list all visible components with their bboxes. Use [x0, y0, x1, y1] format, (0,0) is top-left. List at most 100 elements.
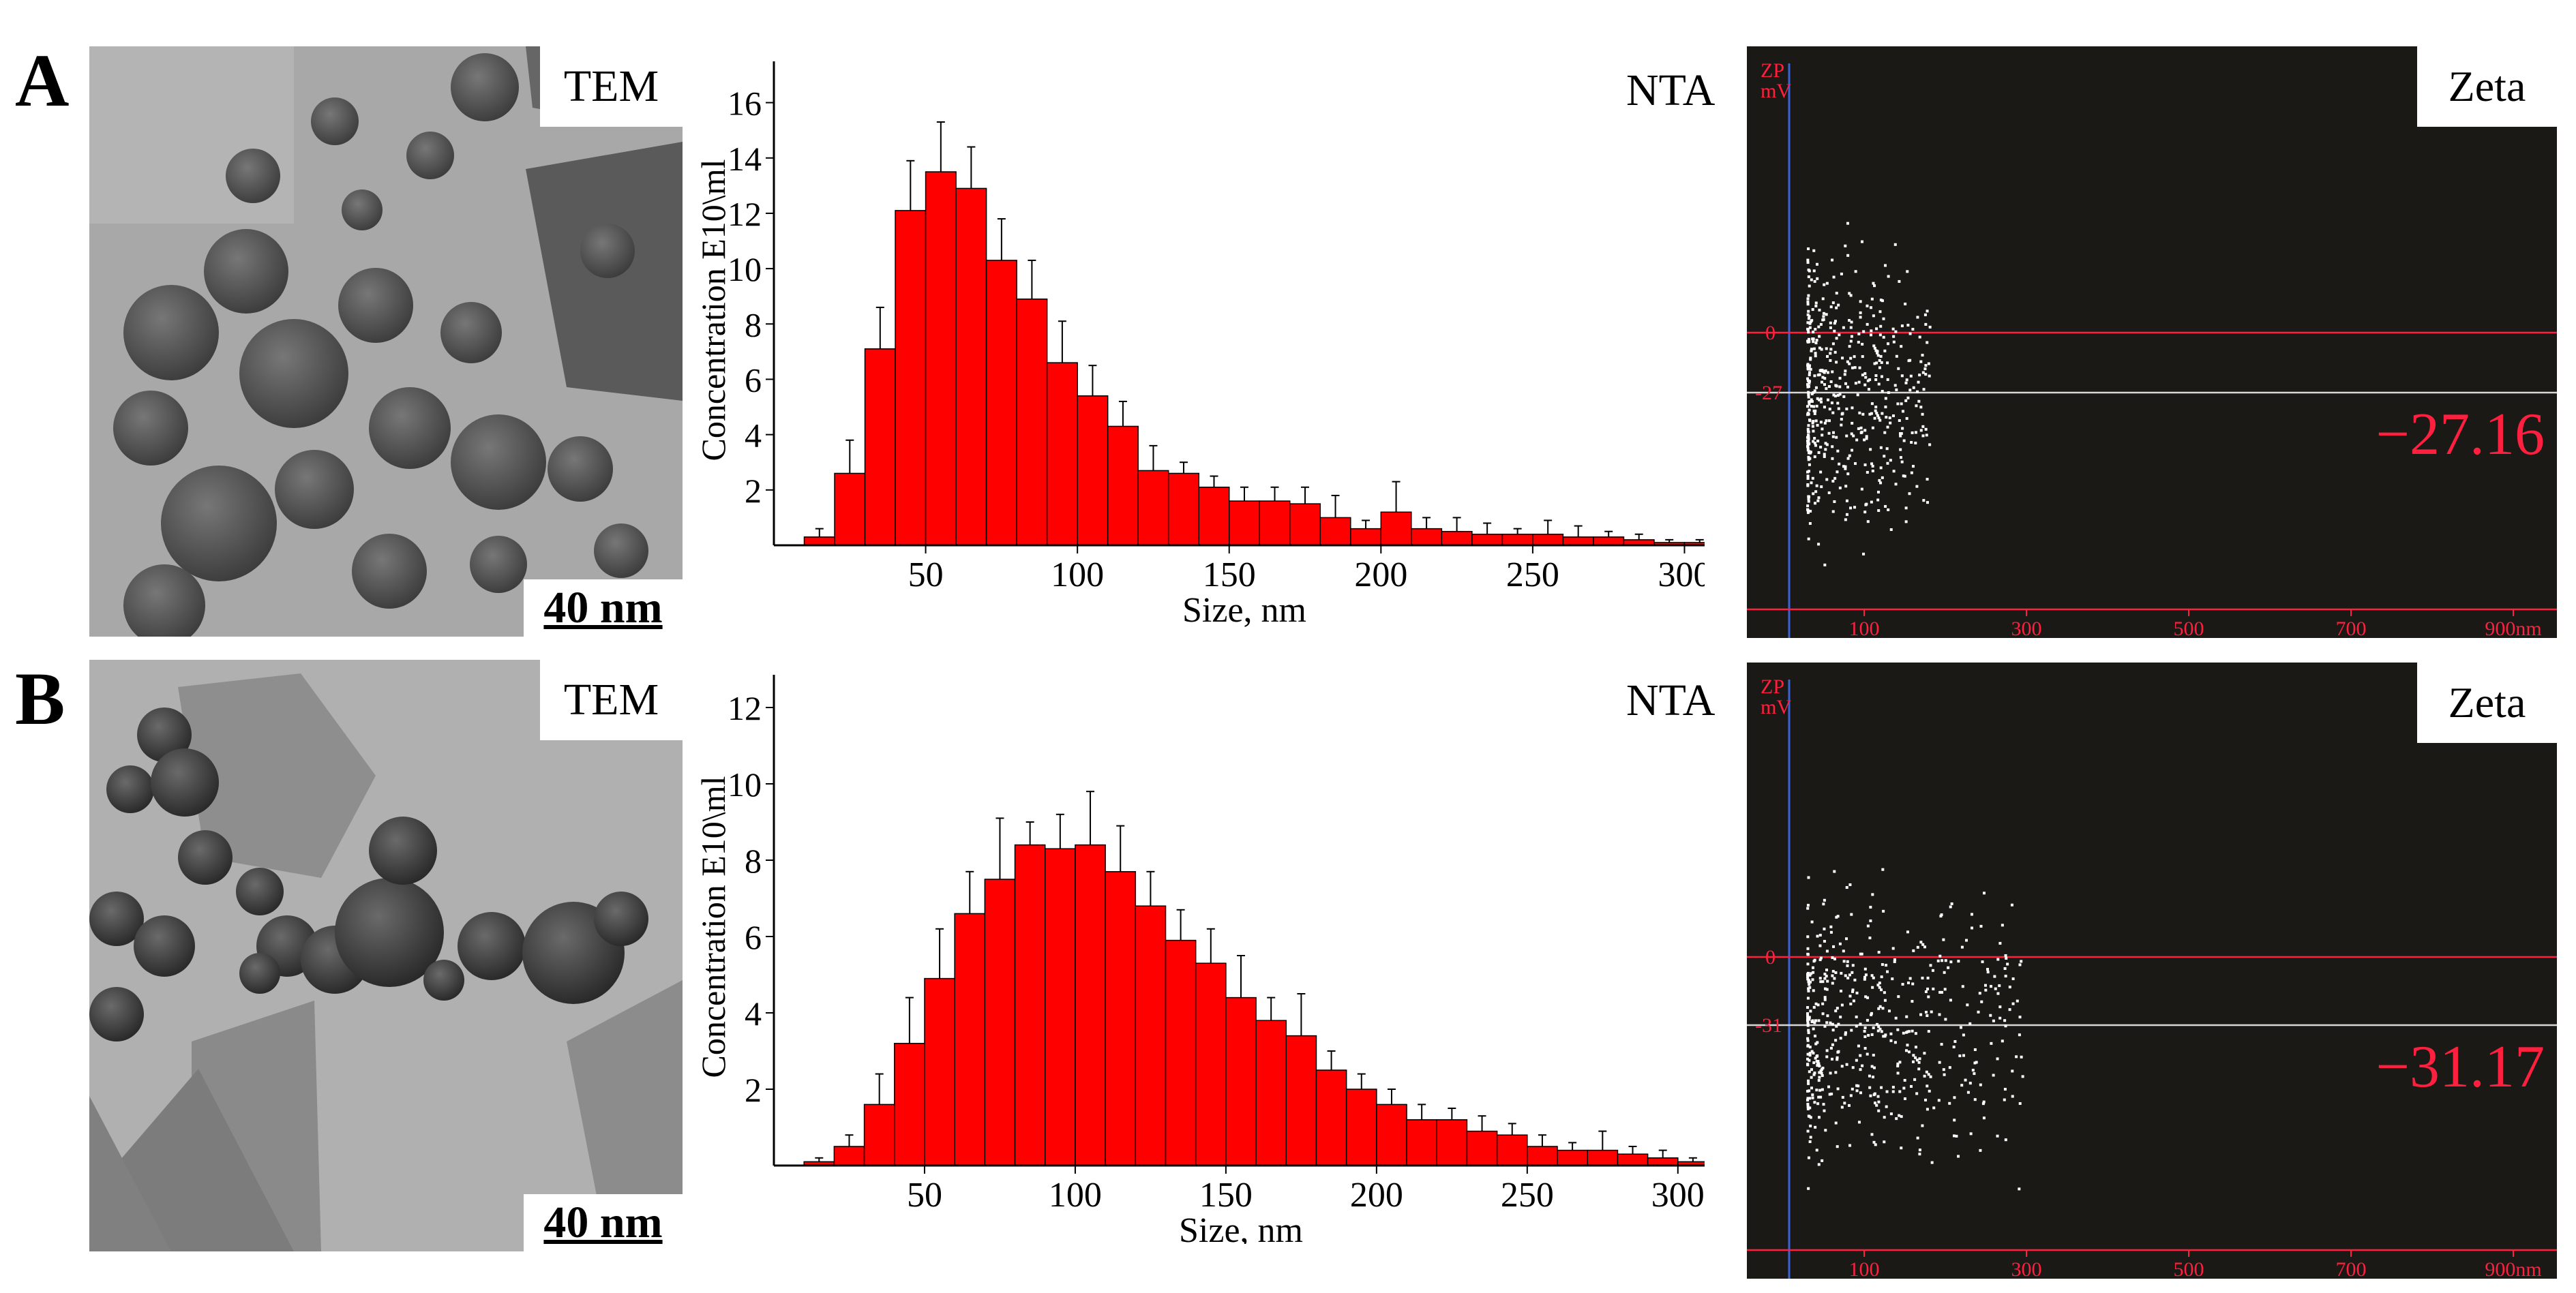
zeta-title-a: Zeta	[2417, 46, 2557, 127]
particle-dot	[1840, 989, 1843, 992]
particle-dot	[1887, 1009, 1891, 1013]
particle-dot	[1814, 354, 1817, 358]
particle-dot	[1918, 1149, 1921, 1152]
particle-dot	[1869, 306, 1872, 309]
particle-dot	[1807, 392, 1810, 395]
zeta-x-tick-label: 100	[1849, 1258, 1880, 1279]
particle-dot	[1837, 303, 1840, 307]
particle-dot	[1827, 1085, 1831, 1089]
particle-dot	[1850, 432, 1853, 436]
particle-dot	[1914, 1056, 1917, 1059]
zeta-title-b: Zeta	[2417, 663, 2557, 743]
particle-dot	[1817, 1019, 1821, 1022]
particle-dot	[1978, 992, 1981, 995]
particle-dot	[1833, 329, 1836, 333]
particle-dot	[1837, 1022, 1840, 1026]
particle-dot	[1855, 1015, 1858, 1018]
particle-dot	[1816, 499, 1820, 502]
particle-dot	[1814, 1125, 1817, 1129]
particle-dot	[1948, 1101, 1951, 1105]
particle-dot	[1836, 393, 1840, 397]
particle-dot	[1879, 354, 1883, 358]
particle-dot	[1816, 1041, 1819, 1044]
particle-dot	[1835, 436, 1838, 439]
particle-dot	[1911, 982, 1915, 986]
particle-dot	[1813, 389, 1816, 393]
particle-dot	[1868, 378, 1872, 382]
particle-dot	[1859, 426, 1863, 429]
particle-dot	[1829, 1071, 1832, 1075]
particle-dot	[1894, 483, 1898, 486]
particle-dot	[1924, 427, 1928, 431]
particle-dot	[1960, 945, 1964, 949]
particle-dot	[1883, 991, 1886, 994]
particle-dot	[1854, 462, 1857, 466]
particle-dot	[1912, 1060, 1915, 1063]
histogram-bar	[1135, 905, 1167, 1166]
particle-dot	[1953, 1119, 1956, 1122]
particle-dot	[1816, 1003, 1820, 1007]
particle-dot	[1923, 1074, 1926, 1078]
particle-dot	[1907, 1030, 1911, 1033]
particle-dot	[1823, 898, 1826, 902]
particle-dot	[1872, 1026, 1875, 1029]
particle-dot	[1818, 977, 1822, 980]
particle-dot	[1808, 419, 1812, 423]
particle-dot	[1808, 1070, 1811, 1074]
histogram-bar	[1289, 503, 1321, 546]
particle-dot	[1869, 905, 1872, 909]
particle-dot	[1810, 398, 1813, 401]
zp-label: ZP	[1761, 59, 1784, 82]
particle-dot	[1815, 339, 1818, 342]
particle-dot	[1829, 348, 1833, 351]
particle-dot	[1870, 1033, 1874, 1036]
particle-dot	[1812, 391, 1815, 394]
particle-dot	[1814, 419, 1818, 423]
particle-dot	[1867, 1033, 1870, 1037]
histogram-bar	[1466, 1130, 1498, 1166]
histogram-bar	[833, 1146, 865, 1166]
particle-dot	[1862, 330, 1866, 333]
particle-dot	[1829, 305, 1833, 309]
particle-dot	[1990, 1041, 1993, 1045]
particle-dot	[1807, 294, 1810, 297]
particle-dot	[1964, 1078, 1967, 1082]
particle-dot	[1901, 427, 1904, 430]
particle-dot	[1874, 409, 1877, 412]
histogram-bar	[1647, 1157, 1679, 1166]
histogram-bar	[1167, 472, 1199, 546]
particle-dot	[1810, 1086, 1814, 1090]
histogram-bar	[895, 210, 927, 546]
particle-dot	[1829, 1046, 1833, 1050]
particle-dot	[1811, 978, 1814, 982]
particle-dot	[1881, 412, 1884, 415]
particle-dot	[1831, 342, 1835, 346]
particle-dot	[1891, 1090, 1895, 1093]
particle-dot	[1807, 495, 1810, 498]
zeta-x-tick-label: 700	[2336, 1258, 2367, 1279]
particle-dot	[1872, 344, 1876, 348]
particle-dot	[1807, 1082, 1810, 1085]
particle-dot	[1844, 1033, 1847, 1036]
particle-dot	[1808, 408, 1811, 412]
x-tick-label: 100	[1051, 556, 1104, 594]
particle-dot	[1874, 1143, 1877, 1146]
particle-dot	[1894, 330, 1898, 333]
y-axis-label: Concentration E10\ml	[694, 159, 732, 461]
particle-dot	[1808, 340, 1811, 344]
particle-dot	[1831, 301, 1835, 305]
particle-dot	[1914, 441, 1917, 444]
particle-dot	[1892, 340, 1896, 344]
x-axis-label: Size, nm	[1179, 1211, 1303, 1244]
particle-dot	[1814, 1042, 1818, 1046]
particle-dot	[1863, 977, 1866, 981]
particle-dot	[1878, 1005, 1882, 1008]
particle-dot	[1829, 930, 1833, 934]
particle-dot	[1949, 905, 1952, 909]
particle-dot	[1860, 487, 1863, 491]
particle-dot	[1998, 941, 2002, 945]
particle-dot	[1834, 1039, 1838, 1042]
zeta-x-tick-label: 300	[2011, 1258, 2042, 1279]
particle-dot	[1809, 509, 1812, 513]
